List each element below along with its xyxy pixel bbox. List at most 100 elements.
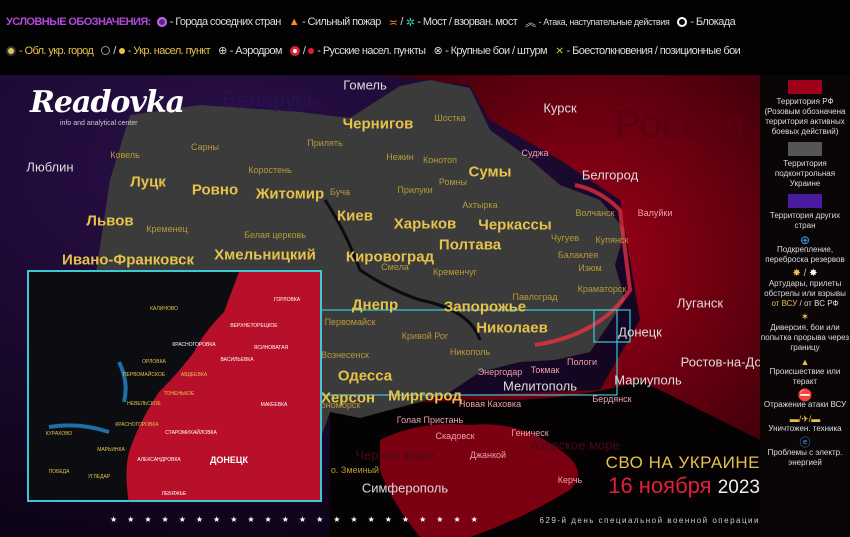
major-citie-label: Львов — [86, 212, 134, 230]
strike-icon: ✸ / ✸ — [792, 268, 818, 279]
inset-cities-ru-label: КРАСНОГОРОВКА — [172, 342, 216, 348]
major-citie-label: Полтава — [438, 236, 502, 254]
inset-cities-ua-label: ПОБЕДА — [48, 469, 70, 475]
small-citie-label: Никополь — [449, 347, 491, 357]
major-citie-label: Чернигов — [342, 115, 414, 133]
legend-neighbor: - Города соседних стран — [169, 16, 282, 28]
inset-cities-ua-label: МАРЬИНКА — [97, 447, 125, 453]
logo-text: Readovka — [30, 85, 185, 120]
legend-major-battle: - Крупные бои / штурм — [445, 44, 548, 57]
major-citie-label: Миргород — [388, 387, 462, 405]
other-swatch — [788, 194, 822, 208]
crimea-area — [380, 424, 578, 537]
date-year: 2023 — [717, 477, 760, 498]
small-citie-label: Чугуев — [551, 233, 579, 243]
russian-citie-label: Скадовск — [435, 431, 475, 441]
major-citie-label: Сумы — [468, 163, 512, 181]
small-citie-label: Белая церковь — [244, 230, 306, 240]
ukraine-swatch — [788, 142, 822, 156]
legend-other: Территория других стран — [769, 211, 841, 230]
legend-sep: / — [302, 44, 306, 57]
legend-ru-settlement: - Русские насел. пункты — [317, 44, 426, 57]
small-citie-label: Волчанск — [575, 208, 615, 218]
small-citie-label: Черноморск — [309, 400, 361, 410]
logo-tagline: info and analytical center — [60, 120, 138, 127]
inset-cities-ua-label: КРАСНОГОРОВКА — [115, 422, 159, 428]
major-citie-label: Херсон — [320, 389, 376, 407]
legend-airfield: - Аэродром — [229, 44, 283, 57]
small-citie-label: о. Змеиный — [330, 465, 380, 475]
major-citie-label: Одесса — [337, 367, 393, 385]
legend-top: УСЛОВНЫЕ ОБОЗНАЧЕНИЯ: - Города соседних … — [0, 0, 850, 72]
small-citie-label: Краматорск — [577, 284, 627, 294]
inset-cities-ru-label: АЛЕКСАНДРОВКА — [137, 457, 181, 463]
legend-sep: / — [113, 44, 116, 57]
legend-ua-settlement: - Укр. насел. пункт — [127, 44, 211, 57]
incident-icon: ▲ — [800, 357, 810, 367]
legend-by-afu: от ВСУ — [771, 299, 798, 308]
russia-swatch — [788, 80, 822, 94]
major-citie-label: Житомир — [255, 185, 325, 203]
inset-map — [48, 272, 320, 500]
inset-cities-ua-label: ТОНЕНЬКОЕ — [163, 391, 195, 397]
blockade-icon — [677, 17, 688, 27]
power-icon: ⓔ — [799, 437, 811, 449]
legend-blockade: - Блокада — [690, 16, 736, 28]
inset-cities-ru-label: ГОРЛОВКА — [273, 297, 301, 303]
blown-bridge-icon: ✲ — [405, 16, 415, 29]
legend-title: УСЛОВНЫЕ ОБОЗНАЧЕНИЯ: — [6, 16, 151, 28]
legend-equipment: Уничтожен. техника — [768, 424, 842, 433]
major-citie-label: Ивано-Франковск — [62, 251, 194, 269]
inset-cities-ru-label: ВЕРХНЕТОРЕЦКОЕ — [230, 323, 278, 329]
small-citie-label: Сарны — [190, 142, 220, 152]
russian-citie-label: Суджа — [521, 148, 549, 158]
small-citie-label: Павлоград — [512, 292, 558, 302]
major-citie-label: Луцк — [130, 173, 166, 191]
inset-focus-box — [593, 309, 631, 343]
russian-citie-label: Новая Каховка — [458, 399, 522, 409]
small-citie-label: Ромны — [438, 177, 468, 187]
legend-power: Проблемы с электр. энергией — [767, 448, 843, 467]
legend-strikes-by: от ВСУ / от ВС РФ — [760, 299, 850, 309]
legend-by-rf: от ВС РФ — [803, 299, 839, 308]
small-citie-label: Шостка — [434, 113, 466, 123]
small-citie-label: Коростень — [248, 165, 292, 175]
front-line — [534, 183, 633, 347]
russian-citie-label: Донецк — [618, 324, 662, 340]
inset-water — [48, 361, 128, 434]
operation-day: 629-й день специальной военной операции — [539, 516, 760, 525]
svo-title: СВО НА УКРАИНЕ — [605, 453, 760, 472]
reinforcement-icon: ⊕ — [799, 233, 811, 247]
russian-citie-label: Люблин — [26, 159, 74, 175]
bridge-icon: ≍ — [388, 16, 398, 29]
inset-cities-ua-label: АВДЕЕВКА — [180, 372, 208, 378]
russian-citie-label: Луганск — [676, 295, 724, 311]
legend-sep: / — [400, 16, 403, 28]
major-battle-icon: ⊗ — [433, 45, 443, 57]
russian-citie-label: Джанкой — [469, 450, 507, 460]
legend-region-city: - Обл. укр. город — [19, 44, 94, 57]
inset-cities-ua-label: ПЕРВОМАЙСКОЕ — [122, 372, 166, 378]
donetsk-inset: ДОНЕЦК ГОРЛОВКА МАКЕЕВКА ЯСИНОВАТАЯ КРАСНОГО… — [27, 270, 322, 502]
russian-citie-label: Мелитополь — [502, 378, 578, 394]
major-citie-label: Ровно — [191, 181, 239, 199]
major-citie-label: Киев — [337, 207, 373, 225]
sea-label-label: Азовское море — [530, 437, 620, 453]
inset-cities-ua-label: УГЛЕДАР — [87, 474, 111, 480]
ua-settlement-icon — [101, 46, 111, 55]
russian-citie-label: Энергодар — [477, 367, 523, 377]
repelled-icon: ⛔ — [797, 388, 813, 402]
legend-incident: Происшествие или теракт — [769, 367, 841, 386]
legend-attack: - Атака, наступательные действия — [538, 17, 670, 27]
side-legend: Территория РФ (Розовым обозначена террит… — [760, 75, 850, 537]
legend-fire: - Сильный пожар — [302, 16, 381, 28]
inset-cities-ua-label: КУРАХОВО — [45, 431, 73, 437]
country-label-label: Россия — [614, 102, 746, 147]
small-citie-label: Ковель — [110, 150, 140, 160]
small-citie-label: Кривой Рог — [401, 331, 449, 341]
legend-ukraine: Территория подконтрольная Украине — [774, 159, 836, 188]
logo: Readovka info and analytical center — [30, 85, 185, 127]
russian-citie-label: Симферополь — [361, 480, 449, 496]
inset-cities-ua-label: ОРЛОВКА — [142, 359, 166, 365]
small-citie-label: Купянск — [595, 235, 629, 245]
